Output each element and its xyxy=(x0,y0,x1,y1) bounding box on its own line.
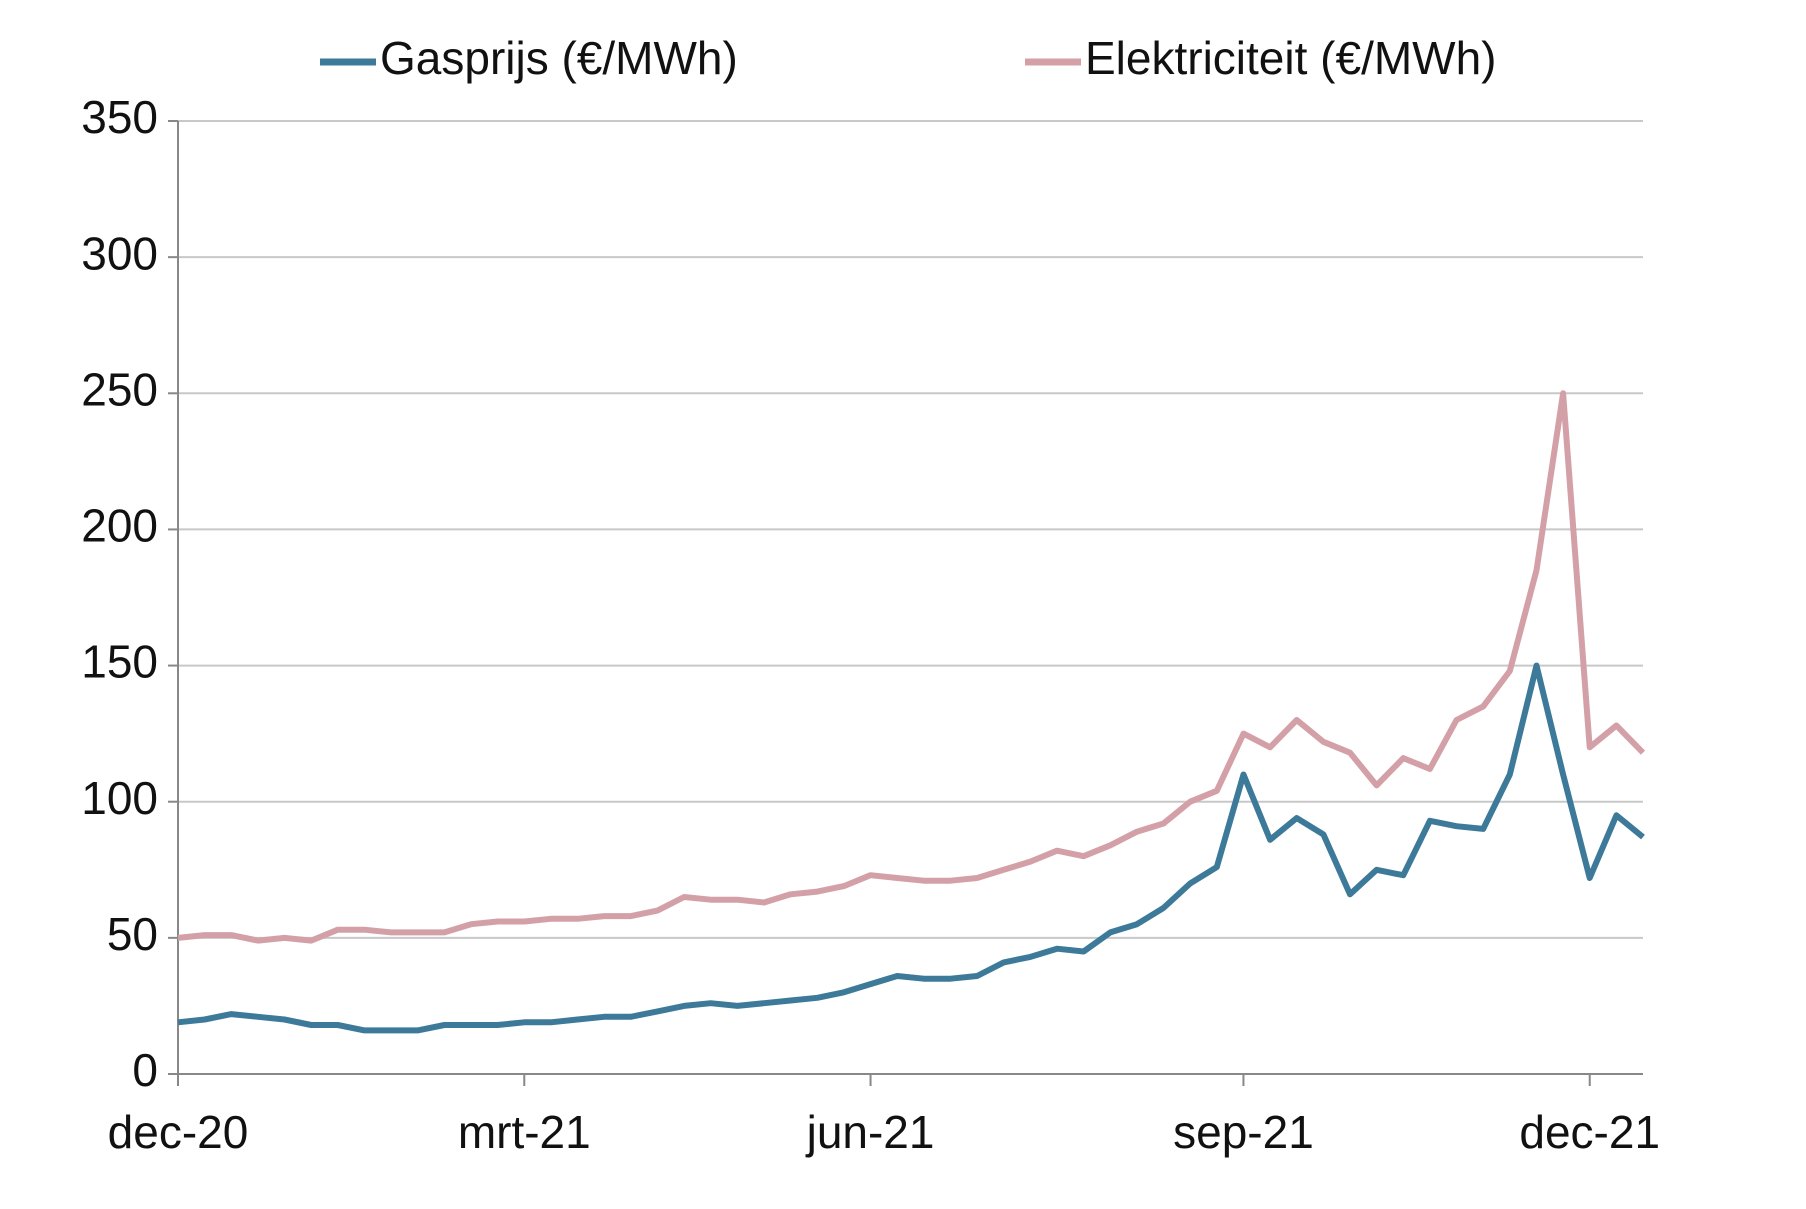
y-tick-label: 100 xyxy=(81,772,158,824)
y-tick-label: 300 xyxy=(81,227,158,279)
y-tick-label: 0 xyxy=(132,1044,158,1096)
x-tick-label: dec-20 xyxy=(108,1106,249,1158)
y-tick-label: 50 xyxy=(107,908,158,960)
y-tick-label: 200 xyxy=(81,500,158,552)
y-tick-label: 250 xyxy=(81,363,158,415)
y-tick-label: 150 xyxy=(81,636,158,688)
x-tick-label: mrt-21 xyxy=(458,1106,591,1158)
line-series xyxy=(177,390,1646,944)
x-tick-label: jun-21 xyxy=(805,1106,935,1158)
x-tick-label: dec-21 xyxy=(1519,1106,1660,1158)
legend-label: Gasprijs (€/MWh) xyxy=(380,32,738,84)
y-tick-label: 350 xyxy=(81,91,158,143)
x-tick-label: sep-21 xyxy=(1173,1106,1314,1158)
legend-label: Elektriciteit (€/MWh) xyxy=(1085,32,1496,84)
line-series xyxy=(177,662,1645,1034)
